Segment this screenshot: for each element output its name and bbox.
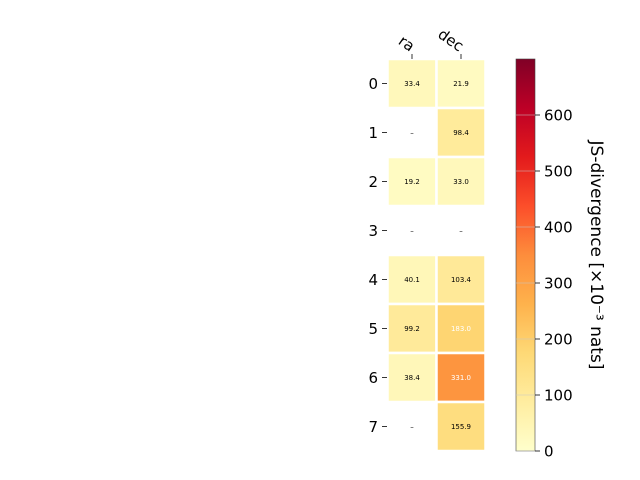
colorbar-tick-label: 300 [544,275,573,293]
row-ticks: 0 1 2 3 4 5 6 7 [368,75,387,436]
heatmap-cell [435,400,487,453]
cell-value-label: 103.4 [451,276,472,284]
colorbar-tick-label: 600 [544,107,573,125]
cell-value-label: – [410,129,414,137]
cell-value-label: 331.0 [451,374,471,382]
heatmap-cell [386,57,438,110]
row-tick-label: 5 [368,320,378,338]
cell-value-label: – [410,423,414,431]
heatmap-cell [386,302,438,355]
cell-value-label: 38.4 [404,374,420,382]
cell-value-label: 99.2 [404,325,420,333]
colorbar-tick-label: 100 [544,387,573,405]
cell-value-label: 183.0 [451,325,471,333]
cell-value-label: – [459,227,463,235]
row-tick-label: 4 [368,271,378,289]
row-tick-label: 6 [368,369,378,387]
colorbar-label: JS-divergence [×10⁻³ nats] [586,140,606,370]
cell-value-label: 98.4 [453,129,469,137]
colorbar: 0 100 200 300 400 500 600 JS-divergence [×10⁻³… [515,58,606,461]
cell-value-label: – [410,227,414,235]
column-tick-label: ra [395,32,418,56]
cell-value-label: 33.0 [453,178,469,186]
cell-value-label: 21.9 [453,80,469,88]
cell-value-label: 19.2 [404,178,420,186]
colorbar-tick-label: 500 [544,163,573,181]
heatmap-cell [435,155,487,208]
colorbar-tick-label: 0 [544,443,554,461]
colorbar-tick-label: 400 [544,219,573,237]
heatmap-grid: 33.4 21.9 – 98.4 19.2 33.0 – – 40.1 103.4 99.2 183.… [386,57,487,453]
column-tick-label: dec [435,25,467,55]
colorbar-gradient [515,58,536,452]
row-tick-label: 3 [368,222,378,240]
column-ticks: ra dec [395,25,467,59]
cell-value-label: 155.9 [451,423,471,431]
row-tick-label: 2 [368,173,378,191]
colorbar-ticks: 0 100 200 300 400 500 600 [516,107,573,461]
colorbar-tick-label: 200 [544,331,573,349]
cell-value-label: 33.4 [404,80,420,88]
row-tick-label: 7 [368,418,378,436]
row-tick-label: 1 [368,124,378,142]
row-tick-label: 0 [368,75,378,93]
heatmap-cell [386,351,438,404]
cell-value-label: 40.1 [404,276,420,284]
